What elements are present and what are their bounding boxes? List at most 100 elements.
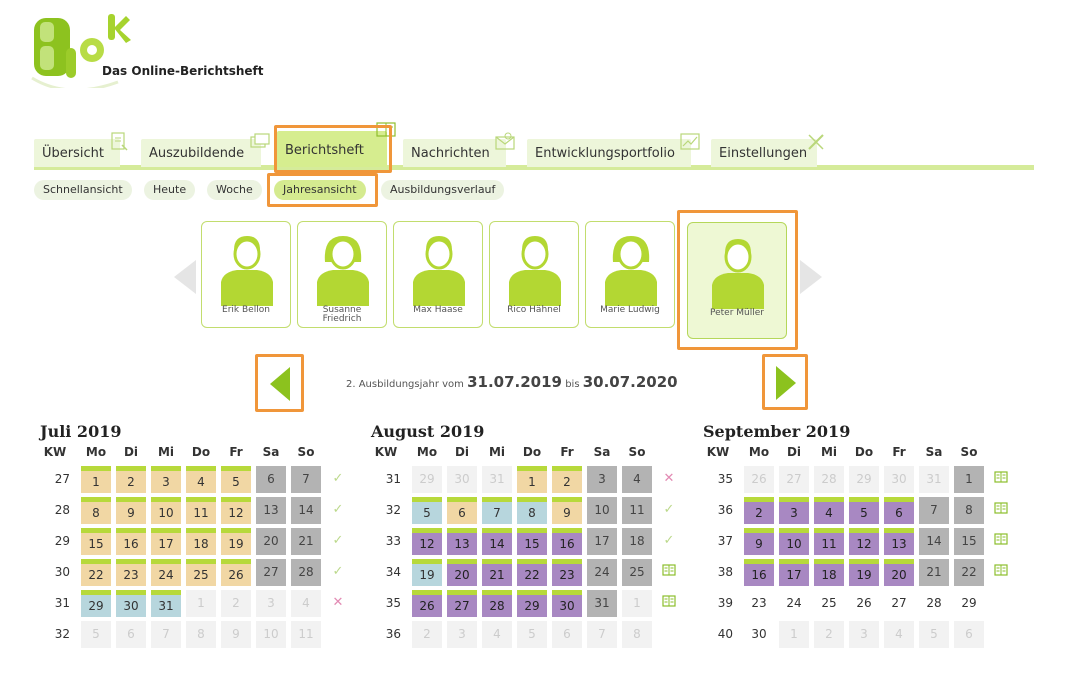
checkmark-icon[interactable]: ✓ [332,533,344,548]
calendar-day[interactable]: 29 [81,590,111,617]
calendar-day[interactable]: 22 [954,559,984,586]
subtab-jahresansicht[interactable]: Jahresansicht [274,180,366,200]
checkmark-icon[interactable]: ✓ [663,533,675,548]
subtab-woche[interactable]: Woche [207,180,262,200]
calendar-day[interactable]: 1 [81,466,111,493]
calendar-day[interactable]: 15 [954,528,984,555]
calendar-day[interactable]: 10 [151,497,181,524]
calendar-day[interactable]: 26 [412,590,442,617]
tab-entwicklungsportfolio[interactable]: Entwicklungsportfolio [527,133,700,167]
calendar-day[interactable]: 8 [517,497,547,524]
calendar-day[interactable]: 21 [482,559,512,586]
calendar-day[interactable]: 17 [587,528,617,555]
cross-icon[interactable]: ✕ [663,471,675,486]
subtab-ausbildungsverlauf[interactable]: Ausbildungsverlauf [381,180,505,200]
calendar-day[interactable]: 5 [221,466,251,493]
calendar-day[interactable]: 11 [622,497,652,524]
checkmark-icon[interactable]: ✓ [332,471,344,486]
calendar-day[interactable]: 4 [186,466,216,493]
calendar-day[interactable]: 13 [256,497,286,524]
calendar-day[interactable]: 2 [552,466,582,493]
prev-year-arrow-icon[interactable] [266,365,294,403]
checkmark-icon[interactable]: ✓ [332,564,344,579]
calendar-day[interactable]: 4 [814,497,844,524]
calendar-day[interactable]: 19 [412,559,442,586]
subtab-schnellansicht[interactable]: Schnellansicht [34,180,132,200]
calendar-day[interactable]: 10 [587,497,617,524]
tab-einstellungen[interactable]: Einstellungen [711,134,824,167]
calendar-day[interactable]: 12 [412,528,442,555]
calendar-day[interactable]: 7 [482,497,512,524]
trainee-card[interactable]: Susanne Friedrich [297,221,387,328]
calendar-day[interactable]: 22 [81,559,111,586]
calendar-day[interactable]: 13 [447,528,477,555]
tab-uebersicht[interactable]: Übersicht [34,132,128,167]
calendar-day[interactable]: 26 [221,559,251,586]
calendar-day[interactable]: 6 [884,497,914,524]
calendar-day[interactable]: 27 [256,559,286,586]
calendar-day[interactable]: 7 [919,497,949,524]
calendar-day[interactable]: 16 [552,528,582,555]
checkmark-icon[interactable]: ✓ [332,502,344,517]
tab-berichtsheft[interactable]: Berichtsheft [277,122,396,167]
report-book-icon[interactable] [993,564,1009,580]
calendar-day[interactable]: 6 [447,497,477,524]
calendar-day[interactable]: 14 [291,497,321,524]
subtab-heute[interactable]: Heute [144,180,196,200]
calendar-day[interactable]: 24 [151,559,181,586]
report-book-icon[interactable] [993,471,1009,487]
trainee-card[interactable]: Max Haase [393,221,483,328]
calendar-day[interactable]: 5 [412,497,442,524]
calendar-day[interactable]: 11 [186,497,216,524]
calendar-day[interactable]: 15 [81,528,111,555]
calendar-day[interactable]: 24 [587,559,617,586]
calendar-day[interactable]: 9 [552,497,582,524]
calendar-day[interactable]: 12 [849,528,879,555]
calendar-day[interactable]: 6 [256,466,286,493]
calendar-day[interactable]: 30 [552,590,582,617]
calendar-day[interactable]: 24 [786,596,802,610]
calendar-day[interactable]: 19 [849,559,879,586]
calendar-day[interactable]: 30 [751,627,767,641]
calendar-day[interactable]: 1 [954,466,984,493]
calendar-day[interactable]: 31 [587,590,617,617]
calendar-day[interactable]: 17 [151,528,181,555]
calendar-day[interactable]: 9 [744,528,774,555]
trainee-card[interactable]: Erik Bellon [201,221,291,328]
calendar-day[interactable]: 2 [744,497,774,524]
calendar-day[interactable]: 18 [814,559,844,586]
calendar-day[interactable]: 28 [291,559,321,586]
calendar-day[interactable]: 27 [891,596,907,610]
calendar-day[interactable]: 3 [151,466,181,493]
report-book-icon[interactable] [993,533,1009,549]
blok-logo[interactable]: Das Online-Berichtsheft [28,8,268,103]
calendar-day[interactable]: 21 [291,528,321,555]
calendar-day[interactable]: 20 [447,559,477,586]
calendar-day[interactable]: 31 [151,590,181,617]
calendar-day[interactable]: 14 [919,528,949,555]
calendar-day[interactable]: 29 [961,596,977,610]
calendar-day[interactable]: 26 [856,596,872,610]
calendar-day[interactable]: 25 [821,596,837,610]
calendar-day[interactable]: 2 [116,466,146,493]
calendar-day[interactable]: 20 [884,559,914,586]
calendar-day[interactable]: 14 [482,528,512,555]
carousel-prev-arrow-icon[interactable] [172,258,198,296]
calendar-day[interactable]: 8 [81,497,111,524]
calendar-day[interactable]: 15 [517,528,547,555]
trainee-card[interactable]: Rico Hähnel [489,221,579,328]
calendar-day[interactable]: 28 [482,590,512,617]
tab-auszubildende[interactable]: Auszubildende [141,133,270,167]
trainee-card[interactable]: Marie Ludwig [585,221,675,328]
calendar-day[interactable]: 22 [517,559,547,586]
calendar-day[interactable]: 19 [221,528,251,555]
trainee-card[interactable]: Peter Müller [687,222,787,339]
calendar-day[interactable]: 3 [587,466,617,493]
calendar-day[interactable]: 23 [751,596,767,610]
calendar-day[interactable]: 23 [116,559,146,586]
calendar-day[interactable]: 21 [919,559,949,586]
report-book-icon[interactable] [993,502,1009,518]
calendar-day[interactable]: 28 [926,596,942,610]
checkmark-icon[interactable]: ✓ [663,502,675,517]
calendar-day[interactable]: 18 [622,528,652,555]
